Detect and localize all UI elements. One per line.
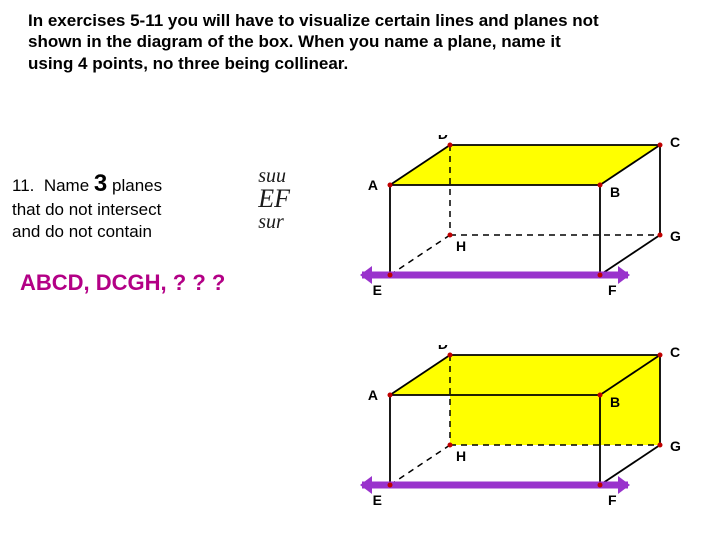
overlay-ef: EF [258, 184, 290, 213]
svg-text:C: C [670, 345, 680, 360]
question-count: 3 [94, 170, 107, 197]
svg-text:E: E [373, 492, 382, 508]
svg-text:D: D [438, 345, 448, 352]
svg-text:G: G [670, 438, 681, 454]
overlay-bottom: sur [258, 211, 284, 233]
ef-overlay: suu EF sur [258, 166, 290, 232]
svg-text:B: B [610, 394, 620, 410]
svg-text:H: H [456, 238, 466, 254]
box-diagram-bottom: A B C D E F G H [360, 345, 700, 525]
question-number: 11. [12, 176, 34, 195]
question-block: 11. Name 3 planes that do not intersect … [12, 168, 262, 243]
answer-text: ABCD, DCGH, ? ? ? [20, 270, 225, 296]
svg-text:E: E [373, 282, 382, 298]
svg-text:F: F [608, 492, 617, 508]
question-line3: and do not contain [12, 222, 152, 241]
svg-text:A: A [368, 387, 378, 403]
question-prefix: Name [44, 176, 89, 195]
svg-text:A: A [368, 177, 378, 193]
svg-text:D: D [438, 135, 448, 142]
svg-text:C: C [670, 135, 680, 150]
box-diagram-top: A B C D E F G H [360, 135, 700, 315]
instructions-text: In exercises 5-11 you will have to visua… [28, 10, 608, 74]
svg-text:H: H [456, 448, 466, 464]
svg-text:F: F [608, 282, 617, 298]
question-line2: that do not intersect [12, 200, 161, 219]
svg-text:G: G [670, 228, 681, 244]
svg-text:B: B [610, 184, 620, 200]
box-svg-bottom: A B C D E F G H [360, 345, 700, 520]
box-svg-top: A B C D E F G H [360, 135, 700, 310]
question-line1-rest: planes [112, 176, 162, 195]
